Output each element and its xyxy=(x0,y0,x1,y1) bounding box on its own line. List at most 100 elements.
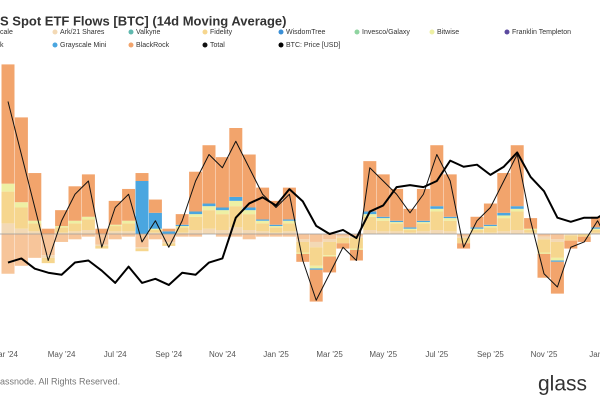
bar xyxy=(55,226,69,228)
legend-swatch xyxy=(504,29,510,35)
legend-label: BTC: Price [USD] xyxy=(286,42,341,49)
bar xyxy=(591,230,600,233)
bar xyxy=(68,186,82,221)
bar xyxy=(256,219,270,221)
bar xyxy=(148,230,162,233)
bar xyxy=(108,231,122,234)
bar xyxy=(524,218,538,229)
bar xyxy=(108,200,122,225)
legend-swatch xyxy=(429,29,435,35)
bar xyxy=(14,207,28,229)
x-tick-label: Nov '24 xyxy=(209,350,236,359)
bar xyxy=(336,243,350,249)
bar xyxy=(309,234,323,242)
bar xyxy=(122,223,136,232)
bar xyxy=(1,223,15,234)
bar xyxy=(189,171,203,212)
bar xyxy=(256,187,270,220)
bar xyxy=(14,117,28,203)
bar xyxy=(162,241,176,244)
bar xyxy=(470,230,484,233)
bar xyxy=(524,230,538,233)
bar xyxy=(282,220,296,224)
chart-title: S Spot ETF Flows [BTC] (14d Moving Avera… xyxy=(0,13,287,28)
bar xyxy=(349,234,363,237)
bar xyxy=(550,241,564,258)
x-tick-label: Mar '25 xyxy=(316,350,343,359)
bar xyxy=(175,224,189,227)
bar xyxy=(470,227,484,229)
bar xyxy=(215,214,229,231)
bar xyxy=(483,224,497,227)
x-tick-label: Jul '25 xyxy=(425,350,448,359)
bar xyxy=(162,234,176,242)
bar xyxy=(416,222,430,224)
bar xyxy=(296,234,310,240)
bar xyxy=(122,231,136,234)
bar xyxy=(577,234,591,237)
legend-label: Franklin Templeton xyxy=(512,29,571,36)
bar xyxy=(537,239,551,253)
bar xyxy=(430,206,444,209)
x-tick-label: Jul '24 xyxy=(104,350,127,359)
bar xyxy=(497,218,511,232)
bar xyxy=(336,236,350,238)
bar xyxy=(282,223,296,232)
bar xyxy=(537,252,551,254)
bar xyxy=(135,248,149,252)
bar xyxy=(81,219,95,231)
bar xyxy=(14,234,28,266)
bar xyxy=(376,231,390,234)
bar xyxy=(148,199,162,213)
bar xyxy=(483,232,497,234)
bar xyxy=(591,228,600,231)
bar xyxy=(390,231,404,234)
bar xyxy=(323,256,337,273)
bar xyxy=(95,234,109,245)
bar xyxy=(349,237,363,249)
bar xyxy=(443,231,457,234)
bar xyxy=(376,218,390,221)
bar xyxy=(28,234,42,258)
bar xyxy=(497,212,511,216)
bar xyxy=(363,214,377,217)
legend-label: Invesco/Galaxy xyxy=(362,29,410,36)
bar xyxy=(376,216,390,219)
bar xyxy=(242,207,256,211)
bar xyxy=(242,230,256,234)
bar xyxy=(430,208,444,212)
bar xyxy=(390,223,404,232)
x-tick-label: Sep '25 xyxy=(477,350,504,359)
bar xyxy=(202,145,216,204)
bar xyxy=(215,234,229,237)
bar xyxy=(282,234,296,237)
bar xyxy=(55,232,69,234)
bar xyxy=(55,227,69,233)
bar xyxy=(55,234,69,242)
bar xyxy=(189,211,203,215)
bar xyxy=(108,226,122,232)
bar xyxy=(175,227,189,233)
legend-label: Grayscale Mini xyxy=(60,42,107,49)
bar xyxy=(376,220,390,232)
bar xyxy=(162,231,176,234)
bar xyxy=(309,241,323,248)
bar xyxy=(229,200,243,207)
bar xyxy=(390,222,404,224)
bar xyxy=(81,174,95,217)
bar xyxy=(175,226,189,228)
bar xyxy=(215,230,229,234)
bar xyxy=(323,255,337,257)
bar xyxy=(577,236,591,242)
bar xyxy=(256,231,270,234)
bar xyxy=(591,216,600,228)
bar xyxy=(309,265,323,269)
bar xyxy=(550,261,564,294)
legend-swatch xyxy=(52,29,58,35)
bar xyxy=(430,211,444,231)
bar xyxy=(68,231,82,234)
bar xyxy=(242,234,256,240)
bar xyxy=(550,260,564,262)
bar xyxy=(202,203,216,207)
